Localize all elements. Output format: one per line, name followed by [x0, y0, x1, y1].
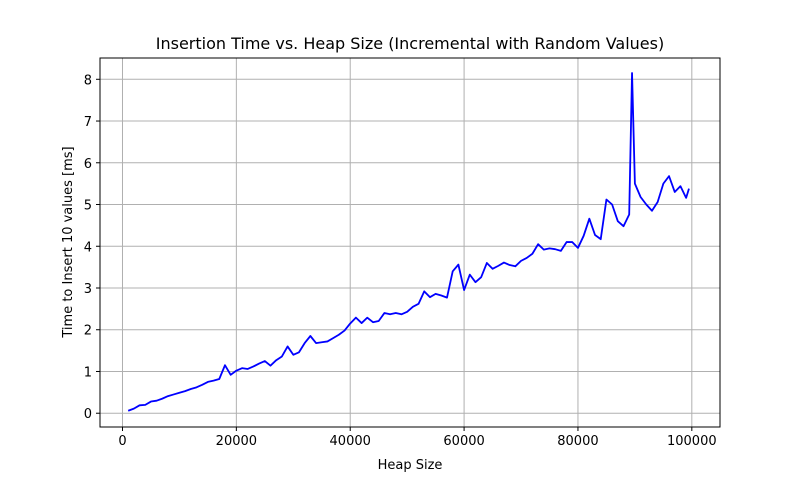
x-tick-label: 60000: [443, 434, 484, 449]
series-line: [127, 72, 690, 412]
y-tick-label: 7: [84, 115, 92, 130]
y-tick-label: 4: [84, 240, 92, 255]
y-tick-label: 3: [84, 282, 92, 297]
y-tick-label: 8: [84, 73, 92, 88]
ticks: 0 20000 40000 60000 80000 100000 0 1 2 3 4 5 6 7 8: [84, 73, 717, 449]
y-tick-label: 1: [84, 365, 92, 380]
x-tick-label: 80000: [557, 434, 598, 449]
y-tick-label: 5: [84, 199, 92, 214]
x-tick-label: 100000: [667, 434, 717, 449]
plot-series: [127, 72, 690, 412]
plot-frame: [99, 57, 721, 428]
x-tick-label: 0: [118, 434, 126, 449]
chart-title: Insertion Time vs. Heap Size (Incrementa…: [156, 34, 664, 53]
x-tick-label: 20000: [216, 434, 257, 449]
y-tick-label: 0: [84, 407, 92, 422]
y-axis-label: Time to Insert 10 values [ms]: [61, 146, 76, 338]
x-tick-label: 40000: [330, 434, 371, 449]
grid: [100, 58, 720, 427]
y-tick-label: 2: [84, 324, 92, 339]
y-tick-label: 6: [84, 157, 92, 172]
x-axis-label: Heap Size: [378, 458, 443, 473]
